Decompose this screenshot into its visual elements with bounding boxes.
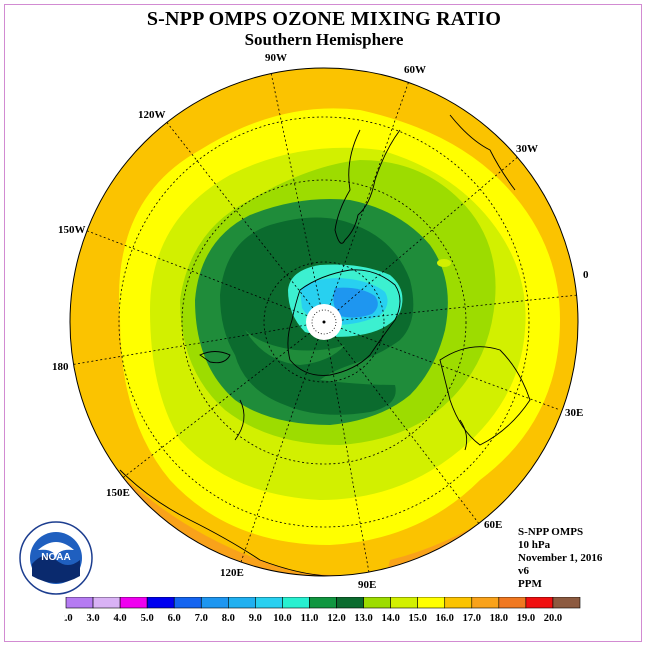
colorbar-tick-label: 18.0: [490, 613, 508, 624]
label-60e: 60E: [484, 519, 502, 531]
label-90w: 90W: [265, 52, 287, 64]
colorbar-tick-label: 14.0: [381, 613, 399, 624]
colorbar-tick-label: 20.0: [544, 613, 562, 624]
colorbar-tick-label: 12.0: [327, 613, 345, 624]
colorbar-swatch: [228, 597, 256, 609]
colorbar-tick-label: 9.0: [249, 613, 262, 624]
label-30w: 30W: [516, 143, 538, 155]
map-title: S-NPP OMPS OZONE MIXING RATIO: [146, 8, 502, 30]
colorbar-tick-label: 5.0: [141, 613, 154, 624]
info-level: 10 hPa: [518, 539, 551, 551]
info-version: v6: [518, 565, 529, 577]
colorbar-swatch: [363, 597, 391, 609]
colorbar-swatch: [309, 597, 337, 609]
colorbar-swatch: [92, 597, 121, 609]
colorbar-tick-label: 3.0: [86, 613, 99, 624]
label-120e: 120E: [220, 567, 244, 579]
colorbar-swatch: [255, 597, 283, 609]
colorbar-swatch: [119, 597, 148, 609]
label-30e: 30E: [565, 407, 583, 419]
colorbar-tick-label: 4.0: [114, 613, 127, 624]
info-date: November 1, 2016: [518, 552, 603, 564]
pole-point: [322, 320, 326, 324]
pole-ring: [311, 309, 337, 335]
colorbar-swatch: [417, 597, 446, 609]
label-150w: 150W: [58, 224, 86, 236]
noaa-logo: NOAA: [19, 521, 93, 595]
region-blue-center: [333, 287, 378, 318]
coastlines: [119, 114, 531, 576]
map-boundary: [69, 67, 579, 577]
info-units: PPM: [518, 578, 542, 590]
colorbar-swatch: [444, 597, 473, 609]
colorbar-tick-label: 8.0: [222, 613, 235, 624]
image-frame: [4, 4, 642, 642]
colorbar-swatches: [65, 597, 581, 609]
colorbar-swatch: [390, 597, 418, 609]
colorbar-tick-label: 17.0: [463, 613, 481, 624]
info-block: S-NPP OMPS 10 hPa November 1, 2016 v6 PP…: [518, 526, 602, 591]
colorbar-swatch: [498, 597, 527, 609]
label-120w: 120W: [138, 109, 166, 121]
colorbar-labels: 2.0 3.0 4.0 5.0 6.0 7.0 8.0 9.0 10.0 11.0 12.0 13.0…: [64, 613, 562, 624]
label-90e: 90E: [358, 579, 376, 591]
region-small-patch: [437, 259, 451, 267]
colorbar-swatch: [525, 597, 554, 609]
label-0: 0: [583, 269, 589, 281]
colorbar-tick-label: 7.0: [195, 613, 208, 624]
colorbar-swatch: [471, 597, 500, 609]
colorbar-tick-label: 6.0: [168, 613, 181, 624]
label-180: 180: [52, 361, 69, 373]
colorbar-tick-label: 16.0: [436, 613, 454, 624]
colorbar-tick-label: 13.0: [354, 613, 372, 624]
graticule: [70, 68, 578, 576]
colorbar-tick-label: 11.0: [301, 613, 319, 624]
noaa-logo-text: NOAA: [41, 552, 70, 563]
label-150e: 150E: [106, 487, 130, 499]
colorbar-swatch: [336, 597, 364, 609]
colorbar-swatch: [200, 597, 229, 609]
colorbar-tick-label: 10.0: [273, 613, 291, 624]
label-60w: 60W: [404, 64, 426, 76]
info-instrument: S-NPP OMPS: [518, 526, 584, 538]
colorbar-swatch: [173, 597, 202, 609]
colorbar: 2.0 3.0 4.0 5.0 6.0 7.0 8.0 9.0 10.0 11.0 12.0 13.0…: [64, 597, 581, 624]
meridian-labels: 90W 60W 30W 0 30E 60E 90E 120E 150E 180 …: [52, 52, 589, 591]
colorbar-swatch: [65, 597, 94, 609]
colorbar-tick-label: 19.0: [517, 613, 535, 624]
colorbar-swatch: [146, 597, 175, 609]
colorbar-swatch: [552, 597, 581, 609]
colorbar-tick-label: 15.0: [408, 613, 426, 624]
map-subtitle: Southern Hemisphere: [244, 30, 404, 49]
colorbar-swatch: [282, 597, 310, 609]
colorbar-tick-label: 2.0: [64, 613, 73, 624]
region-core-notch: [245, 330, 345, 365]
